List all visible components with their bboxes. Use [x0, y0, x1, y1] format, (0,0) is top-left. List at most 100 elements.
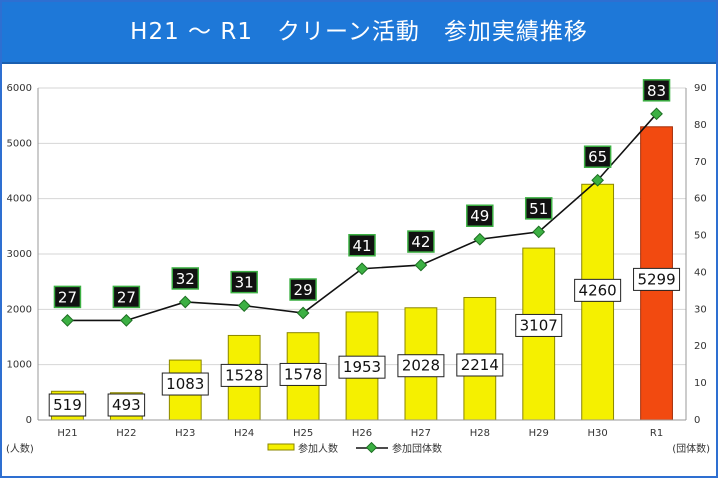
left-tick-label: 5000 — [7, 138, 32, 149]
line-path — [67, 113, 658, 322]
x-tick-label: H21 — [57, 428, 77, 439]
point-label-box — [53, 285, 82, 309]
bar-label-box — [633, 267, 681, 291]
point-value-label: 41 — [352, 237, 371, 255]
bar-value-label: 2214 — [461, 356, 499, 374]
bar-labels: 519 493 1083 1528 1578 1953 2028 2214 3107 4260 52… — [48, 267, 681, 417]
point-label-box — [289, 278, 317, 301]
right-axis-unit: (団体数) — [672, 442, 710, 455]
right-axis: 0 10 20 30 40 50 60 70 80 90 (団体数) — [672, 83, 710, 455]
point-value-label: 51 — [529, 200, 548, 218]
left-tick-label: 2000 — [7, 304, 32, 315]
right-tick-label: 80 — [694, 120, 707, 131]
x-tick-label: H27 — [411, 428, 431, 439]
line-point — [414, 258, 428, 272]
left-tick-label: 4000 — [7, 194, 32, 205]
bar-value-label: 1083 — [166, 375, 204, 393]
left-tick-label: 1000 — [7, 360, 32, 371]
right-tick-label: 40 — [694, 267, 707, 278]
x-tick-label: H22 — [116, 428, 136, 439]
bar-value-label: 4260 — [579, 281, 617, 299]
line-point — [532, 225, 546, 239]
point-value-label: 27 — [117, 288, 136, 306]
bar-value-label: 2028 — [402, 357, 440, 375]
x-axis: H21 H22 H23 H24 H25 H26 H27 H28 H29 H30 R1 — [38, 419, 686, 439]
legend-line-label: 参加団体数 — [392, 442, 442, 455]
right-tick-label: 30 — [694, 304, 707, 315]
bar-label-box — [161, 372, 209, 396]
bar-value-label: 493 — [112, 396, 141, 414]
point-value-label: 32 — [176, 270, 195, 288]
bar-value-label: 1528 — [225, 366, 263, 384]
bar-label-box — [220, 363, 268, 387]
line-series — [61, 107, 663, 327]
x-tick-label: H24 — [234, 428, 254, 439]
bar-label-box — [456, 353, 504, 377]
line-point — [237, 299, 251, 313]
point-label-box — [112, 285, 141, 309]
bar-value-label: 519 — [53, 396, 82, 414]
bar-value-label: 5299 — [637, 270, 675, 288]
bar-value-label: 3107 — [520, 316, 558, 334]
bar-label-box — [338, 355, 386, 379]
line-point — [178, 295, 192, 309]
bar-label-box — [279, 362, 327, 386]
bar-value-label: 1953 — [343, 358, 381, 376]
point-label-box — [171, 267, 200, 290]
point-value-label: 31 — [235, 274, 254, 292]
point-value-label: 83 — [647, 82, 666, 100]
bar-label-box — [48, 393, 87, 417]
left-tick-label: 3000 — [7, 249, 32, 260]
bar-label-box — [515, 313, 563, 337]
legend-line-marker — [365, 441, 378, 454]
legend-bar-label: 参加人数 — [298, 442, 338, 455]
line-point — [473, 232, 487, 246]
line-point — [119, 314, 133, 327]
bar — [581, 183, 615, 421]
line-point — [591, 173, 605, 187]
bar-label-box — [397, 354, 445, 378]
point-label-box — [407, 230, 435, 253]
x-tick-label: R1 — [650, 428, 663, 439]
right-tick-label: 0 — [694, 415, 700, 426]
point-label-box — [524, 197, 553, 220]
x-tick-label: H25 — [293, 428, 313, 439]
x-tick-label: H28 — [470, 428, 490, 439]
x-tick-label: H30 — [588, 428, 608, 439]
right-tick-label: 20 — [694, 341, 707, 352]
right-tick-label: 50 — [694, 231, 707, 242]
x-tick-label: H29 — [529, 428, 549, 439]
x-tick-label: H23 — [175, 428, 195, 439]
point-value-label: 49 — [470, 207, 489, 225]
x-tick-label: H26 — [352, 428, 372, 439]
title-bar: H21 ～ R1 クリーン活動 参加実績推移 — [2, 2, 716, 64]
bar-value-label: 1578 — [284, 365, 322, 383]
line-point — [355, 262, 369, 276]
right-tick-label: 60 — [694, 194, 707, 205]
left-tick-label: 0 — [26, 415, 32, 426]
point-label-box — [583, 145, 612, 168]
point-value-label: 29 — [294, 281, 313, 299]
point-value-label: 42 — [411, 233, 430, 251]
bar-label-box — [107, 393, 146, 417]
point-labels: 27 27 32 31 29 41 42 49 51 65 83 — [53, 79, 671, 309]
point-value-label: 27 — [58, 288, 77, 306]
line-point — [650, 107, 663, 121]
right-tick-label: 70 — [694, 157, 707, 168]
point-label-box — [466, 204, 494, 227]
point-label-box — [348, 234, 376, 257]
left-axis: 0 1000 2000 3000 4000 5000 6000 (人数) — [6, 83, 39, 455]
line-point — [61, 314, 74, 327]
point-value-label: 65 — [588, 148, 607, 166]
right-tick-label: 10 — [694, 378, 707, 389]
line-point — [296, 306, 310, 320]
right-tick-label: 90 — [694, 83, 707, 94]
left-tick-label: 6000 — [7, 83, 32, 94]
point-label-box — [642, 79, 671, 102]
legend: 参加人数 参加団体数 — [267, 441, 442, 455]
point-label-box — [230, 270, 258, 294]
chart-title: H21 ～ R1 クリーン活動 参加実績推移 — [130, 19, 588, 45]
left-axis-unit: (人数) — [6, 442, 34, 455]
legend-bar-swatch — [267, 443, 295, 451]
